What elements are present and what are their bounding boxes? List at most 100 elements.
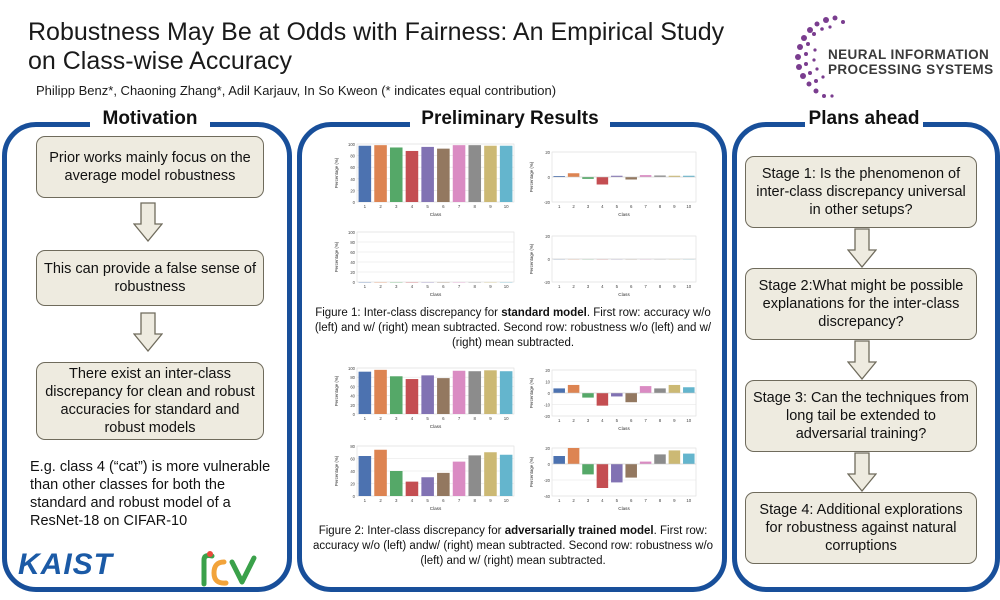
x-tick-label: 9 (673, 418, 676, 423)
y-tick-label: 80 (350, 240, 355, 245)
y-tick-label: -20 (544, 280, 551, 285)
fig1-robustness-mean-subtracted-svg: -20 0 20 1 2 3 4 5 6 7 8 9 10 Class Percentage (%) (529, 234, 697, 297)
x-tick-label: 9 (489, 498, 492, 503)
fig2-accuracy-svg: 0 20 40 60 80 100 1 2 3 4 5 6 7 8 9 10 Class Percentage (… (334, 366, 515, 429)
x-tick-label: 1 (364, 204, 367, 209)
fig2-robustness-svg: 0 20 40 60 80 1 2 3 4 5 6 7 8 9 10 Class Percentage (%) (334, 444, 515, 511)
x-tick-label: 5 (616, 204, 619, 209)
x-tick-label: 3 (395, 204, 398, 209)
x-tick-label: 6 (630, 498, 633, 503)
bar-class-7 (639, 461, 652, 464)
x-tick-label: 2 (572, 284, 575, 289)
bar-class-6 (437, 378, 450, 414)
bar-class-8 (654, 388, 666, 393)
x-tick-label: 8 (474, 416, 477, 421)
y-tick-label: 60 (350, 250, 355, 255)
x-tick-label: 10 (686, 204, 691, 209)
bar-class-4 (405, 379, 419, 414)
figure2-caption: Figure 2: Inter-class discrepancy for ad… (308, 524, 718, 569)
bar-class-3 (389, 471, 403, 496)
bar-class-9 (484, 370, 497, 414)
bar-class-10 (499, 145, 513, 202)
y-tick-label: 0 (548, 257, 551, 262)
motivation-example-note: E.g. class 4 (“cat”) is more vulnerable … (30, 459, 271, 529)
y-tick-label: 80 (350, 154, 355, 159)
bar-class-5 (611, 175, 623, 177)
x-tick-label: 5 (426, 284, 429, 289)
down-arrow-icon (133, 312, 163, 352)
author-list: Philipp Benz*, Chaoning Zhang*, Adil Kar… (36, 83, 557, 98)
bar-class-8 (654, 454, 666, 464)
motivation-box-3: There exist an inter-class discrepancy f… (36, 362, 264, 440)
x-tick-label: 1 (364, 498, 367, 503)
x-tick-label: 7 (458, 498, 461, 503)
x-tick-label: 10 (504, 204, 509, 209)
y-tick-label: 20 (545, 150, 550, 155)
bar-class-8 (468, 455, 482, 496)
y-tick-label: 0 (548, 175, 551, 180)
x-tick-label: 7 (458, 204, 461, 209)
x-tick-label: 7 (644, 418, 647, 423)
bar-class-3 (582, 177, 594, 179)
y-tick-label: 20 (350, 188, 355, 193)
y-axis-label: Percentage (%) (334, 455, 339, 486)
bar-class-10 (499, 454, 513, 496)
x-tick-label: 3 (587, 418, 590, 423)
y-tick-label: 60 (350, 384, 355, 389)
x-tick-label: 10 (504, 498, 509, 503)
y-axis-label: Percentage (%) (334, 157, 339, 188)
bar-class-9 (484, 452, 497, 496)
x-tick-label: 7 (458, 284, 461, 289)
y-tick-label: 20 (350, 270, 355, 275)
x-tick-label: 9 (673, 284, 676, 289)
bar-class-4 (596, 393, 609, 406)
x-tick-label: 8 (474, 284, 477, 289)
fig1-accuracy-svg: 0 20 40 60 80 100 1 2 3 4 5 6 7 8 9 10 Class Percentage (… (334, 142, 515, 217)
x-tick-label: 5 (426, 204, 429, 209)
x-axis-label: Class (618, 212, 630, 217)
x-axis-label: Class (430, 506, 442, 511)
fig2-accuracy-chart: 0 20 40 60 80 100 1 2 3 4 5 6 7 8 9 10 Class Percentage (… (333, 364, 518, 430)
bar-class-8 (654, 175, 666, 177)
stage-1-box: Stage 1: Is the phenomenon of inter-clas… (745, 156, 977, 228)
bar-class-1 (358, 145, 372, 202)
figure1-caption: Figure 1: Inter-class discrepancy for st… (308, 306, 718, 351)
x-axis-label: Class (618, 506, 630, 511)
x-tick-label: 2 (379, 498, 382, 503)
bar-class-1 (553, 456, 565, 464)
x-tick-label: 2 (379, 416, 382, 421)
bar-class-9 (668, 450, 681, 464)
x-tick-label: 3 (395, 416, 398, 421)
bar-class-7 (452, 370, 466, 414)
y-tick-label: 40 (350, 394, 355, 399)
y-axis-label: Percentage (%) (529, 456, 534, 487)
bar-class-3 (582, 464, 594, 475)
bar-class-9 (668, 175, 681, 177)
y-tick-label: 20 (545, 368, 550, 373)
x-tick-label: 9 (489, 416, 492, 421)
x-tick-label: 1 (558, 418, 561, 423)
x-tick-label: 5 (616, 418, 619, 423)
fig2-robustness-mean-subtracted-svg: -40 -20 0 20 1 2 3 4 5 6 7 8 9 10 Class Percentage (%) (529, 446, 697, 511)
fig2-caption-end: . First row: accuracy w/o (left) andw/ (… (312, 525, 714, 567)
bar-class-5 (421, 375, 434, 414)
neurips-logo (788, 10, 993, 105)
bar-class-10 (683, 175, 695, 177)
x-tick-label: 4 (411, 284, 414, 289)
bar-class-4 (596, 464, 609, 488)
fig2-robustness-mean-subtracted-chart: -40 -20 0 20 1 2 3 4 5 6 7 8 9 10 Class Percentage (%) (528, 444, 700, 512)
y-tick-label: 40 (350, 469, 355, 474)
y-tick-label: 0 (353, 412, 356, 417)
x-tick-label: 1 (558, 284, 561, 289)
bar-class-9 (668, 384, 681, 393)
x-axis-label: Class (430, 424, 442, 429)
y-tick-label: 20 (350, 403, 355, 408)
y-tick-label: -20 (544, 478, 551, 483)
bar-class-3 (389, 376, 403, 414)
bar-class-2 (374, 449, 387, 496)
fig1-accuracy-mean-subtracted-chart: -20 0 20 1 2 3 4 5 6 7 8 9 10 Class Percentage (%) (528, 148, 700, 218)
motivation-box-1: Prior works mainly focus on the average … (36, 136, 264, 198)
bar-class-8 (468, 371, 482, 414)
x-tick-label: 7 (644, 204, 647, 209)
y-axis-label: Percentage (%) (529, 377, 534, 408)
